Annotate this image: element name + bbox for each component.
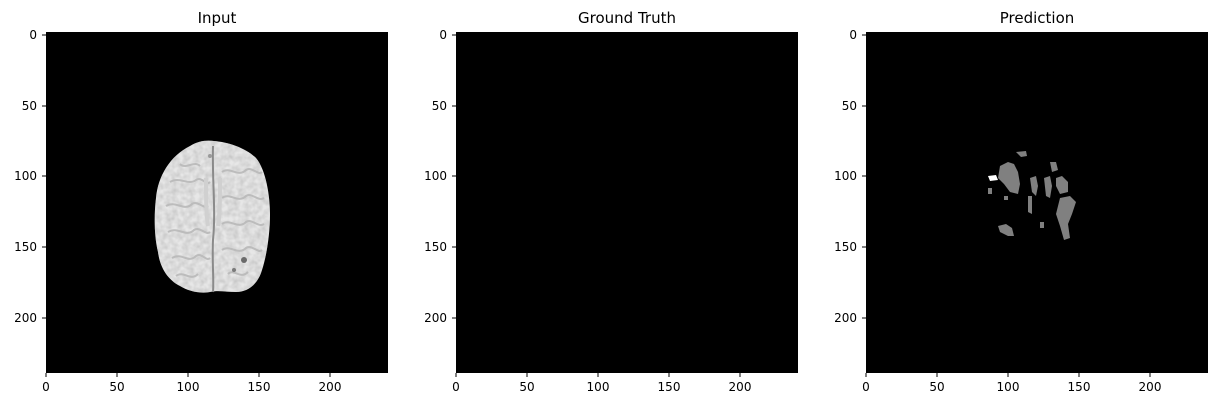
panel-ground-truth: Ground Truth 0 50 100 150 200 0 50 100 1… [424, 9, 798, 394]
input-y-tick-label: 100 [14, 169, 37, 183]
input-x-tick-label: 200 [319, 380, 342, 394]
ground-truth-y-tick-label: 200 [424, 311, 447, 325]
panel-input: Input [14, 9, 388, 394]
input-y-tick-label: 50 [22, 99, 37, 113]
prediction-x-axis: 0 50 100 150 200 [862, 373, 1161, 394]
ground-truth-x-axis: 0 50 100 150 200 [452, 373, 751, 394]
prediction-x-tick-label: 100 [997, 380, 1020, 394]
prediction-highlight-region [988, 175, 998, 181]
ground-truth-x-tick-label: 50 [519, 380, 534, 394]
ground-truth-x-tick-label: 100 [587, 380, 610, 394]
prediction-x-tick-label: 200 [1139, 380, 1162, 394]
input-y-tick-label: 200 [14, 311, 37, 325]
ground-truth-image-area [456, 32, 798, 373]
input-x-tick-label: 100 [177, 380, 200, 394]
ground-truth-x-tick-label: 200 [729, 380, 752, 394]
prediction-y-tick-label: 100 [834, 169, 857, 183]
prediction-y-tick-label: 0 [849, 28, 857, 42]
ground-truth-y-tick-label: 0 [439, 28, 447, 42]
input-x-axis: 0 50 100 150 200 [42, 373, 341, 394]
input-y-tick-label: 150 [14, 240, 37, 254]
ground-truth-x-tick-label: 150 [658, 380, 681, 394]
ground-truth-y-tick-label: 100 [424, 169, 447, 183]
ground-truth-x-tick-label: 0 [452, 380, 460, 394]
prediction-x-tick-label: 150 [1068, 380, 1091, 394]
input-x-tick-label: 0 [42, 380, 50, 394]
prediction-x-tick-label: 50 [929, 380, 944, 394]
prediction-y-tick-label: 200 [834, 311, 857, 325]
prediction-y-axis: 0 50 100 150 200 [834, 28, 866, 325]
prediction-y-tick-label: 50 [842, 99, 857, 113]
panel-ground-truth-title: Ground Truth [578, 9, 676, 27]
input-y-tick-label: 0 [29, 28, 37, 42]
ground-truth-y-tick-label: 50 [432, 99, 447, 113]
input-brain-slice [154, 140, 270, 293]
ground-truth-y-tick-label: 150 [424, 240, 447, 254]
panel-input-title: Input [198, 9, 237, 27]
panel-prediction: Prediction 0 50 100 150 [834, 9, 1208, 394]
prediction-image-area [866, 32, 1208, 373]
prediction-segmentation-mask [988, 151, 1076, 240]
ground-truth-y-axis: 0 50 100 150 200 [424, 28, 456, 325]
panel-prediction-title: Prediction [1000, 9, 1075, 27]
input-y-axis: 0 50 100 150 200 [14, 28, 46, 325]
prediction-x-tick-label: 0 [862, 380, 870, 394]
input-x-tick-label: 150 [248, 380, 271, 394]
prediction-y-tick-label: 150 [834, 240, 857, 254]
input-x-tick-label: 50 [109, 380, 124, 394]
